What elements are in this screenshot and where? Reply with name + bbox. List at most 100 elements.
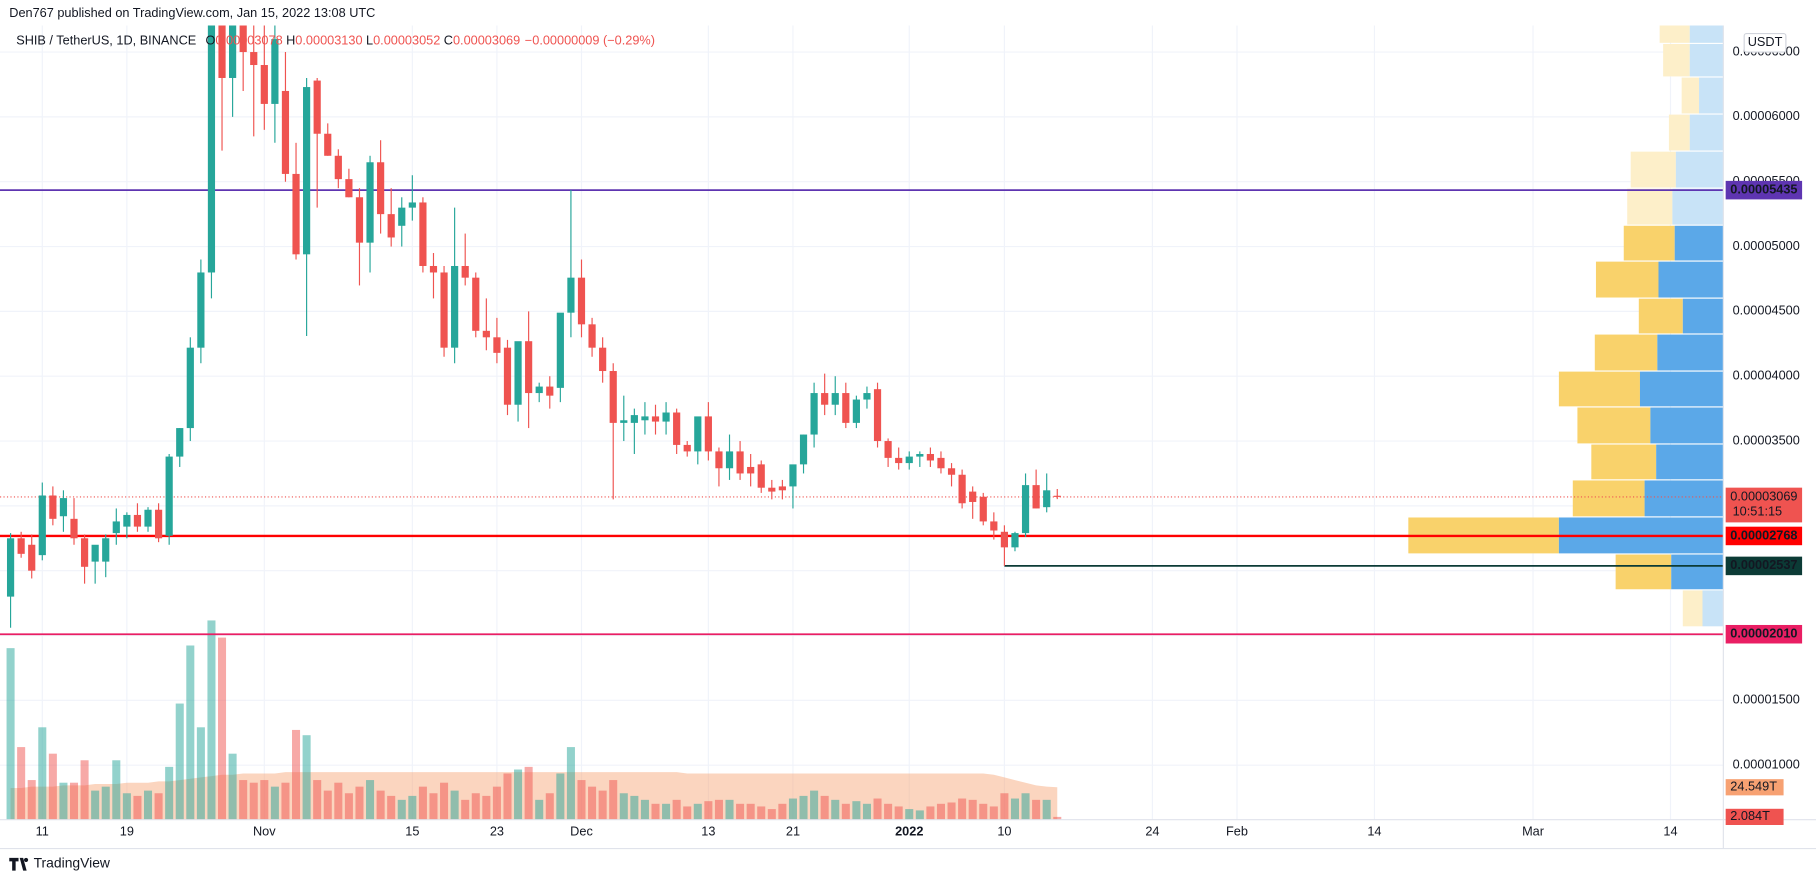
volume-bar: [1000, 793, 1009, 820]
candle-body: [186, 347, 194, 429]
volume-bar: [1042, 799, 1051, 820]
candle-body: [207, 25, 216, 273]
x-tick-label: Nov: [253, 824, 276, 839]
volume-bar: [968, 799, 977, 820]
candle-body: [599, 347, 607, 372]
volume-bar: [408, 795, 417, 820]
candle-body: [154, 509, 163, 539]
x-tick-label: 2022: [895, 824, 923, 839]
candle-body: [218, 25, 226, 78]
candle-body: [1000, 531, 1008, 548]
candle-body: [461, 265, 469, 278]
candle-body: [725, 451, 734, 469]
candle-body: [133, 514, 142, 527]
candle-body: [588, 324, 596, 348]
volume-bar: [471, 793, 480, 820]
volume-bar: [165, 766, 174, 820]
volume-bar: [80, 760, 89, 820]
candle-body: [852, 399, 860, 423]
x-tick-label: 14: [1367, 824, 1381, 839]
volume-bar: [122, 793, 131, 820]
y-tick-label: 0.00004500: [1733, 303, 1800, 318]
candle-body: [112, 521, 120, 534]
volume-bar: [736, 803, 745, 820]
volume-bar: [989, 806, 998, 820]
candle-body: [197, 272, 205, 348]
candle-body: [408, 202, 416, 208]
ohlc-label: L: [366, 33, 373, 48]
volume-bar: [387, 795, 396, 820]
brand-logo: [9, 857, 29, 871]
volume-bar: [313, 780, 322, 820]
volume-bar: [662, 803, 671, 820]
candle-body: [398, 207, 406, 226]
y-tick-label: 0.00005000: [1733, 238, 1800, 253]
volume-bar: [154, 793, 163, 820]
candle-body: [609, 371, 617, 423]
candle-body: [683, 444, 691, 452]
volume-bar: [714, 799, 723, 820]
y-tick-label: 0.00004000: [1733, 368, 1800, 383]
volume-bar: [915, 810, 924, 820]
ohlc-label: H: [286, 33, 295, 48]
level-badge: [1725, 556, 1803, 576]
grid: [0, 25, 1724, 820]
candle-body: [250, 52, 258, 66]
candle-body: [768, 487, 776, 492]
candle-body: [38, 495, 46, 556]
candle-body: [641, 416, 649, 421]
candle-body: [1011, 533, 1019, 548]
candle-body: [831, 393, 839, 405]
volume-bar: [725, 799, 734, 820]
volume-bar: [841, 803, 850, 820]
volume-bar: [693, 803, 702, 820]
x-tick-label: Dec: [570, 824, 593, 839]
volume-bar: [59, 782, 68, 820]
volume-bar: [905, 809, 914, 820]
level-label: 0.00002010: [1730, 626, 1797, 641]
volume-bar: [577, 780, 586, 820]
change: −0.00000009 (−0.29%): [525, 33, 655, 48]
y-tick-label: 0.00001000: [1733, 757, 1800, 772]
volume-bar: [482, 795, 491, 820]
candle-body: [673, 412, 681, 445]
volume-bar: [778, 803, 787, 820]
candle-body: [704, 416, 712, 452]
volume-bar: [302, 735, 311, 820]
last-price-badge: [1725, 487, 1803, 523]
x-tick-label: 15: [405, 824, 419, 839]
volume-badge: [1725, 808, 1784, 825]
candle-body: [694, 416, 702, 452]
volume-bar: [524, 766, 533, 820]
candle-body: [937, 457, 945, 469]
volume-bar: [630, 795, 639, 820]
legend: SHIB / TetherUS, 1D, BINANCE O0.00003078 H…: [16, 33, 655, 48]
volume-bar: [334, 782, 343, 820]
volume-bar: [894, 806, 903, 820]
countdown: 10:51:15: [1733, 503, 1783, 518]
ohlc-value: 0.00003052: [373, 33, 440, 48]
volume-bar: [69, 782, 79, 820]
volume-bar: [683, 806, 692, 820]
axes: 0.000065000.000060000.000055000.00005000…: [36, 43, 1803, 839]
candle-body: [355, 197, 364, 243]
volume-bar: [91, 790, 100, 820]
volume-bar: [609, 780, 618, 820]
volume-bar: [133, 795, 142, 820]
x-tick-label: 13: [701, 824, 715, 839]
candle-body: [324, 133, 332, 156]
volume-bar: [450, 790, 459, 820]
candle-body: [176, 428, 184, 457]
candle-body: [567, 277, 575, 313]
candle-body: [229, 25, 237, 78]
volume-bar: [344, 793, 353, 820]
candle-body: [91, 544, 99, 562]
candle-body: [366, 162, 374, 243]
candle-body: [493, 337, 501, 353]
brand: TradingView: [34, 854, 111, 870]
volume-bar: [514, 769, 523, 820]
volume-bar: [926, 806, 935, 820]
ohlc-value: 0.00003130: [295, 33, 362, 48]
